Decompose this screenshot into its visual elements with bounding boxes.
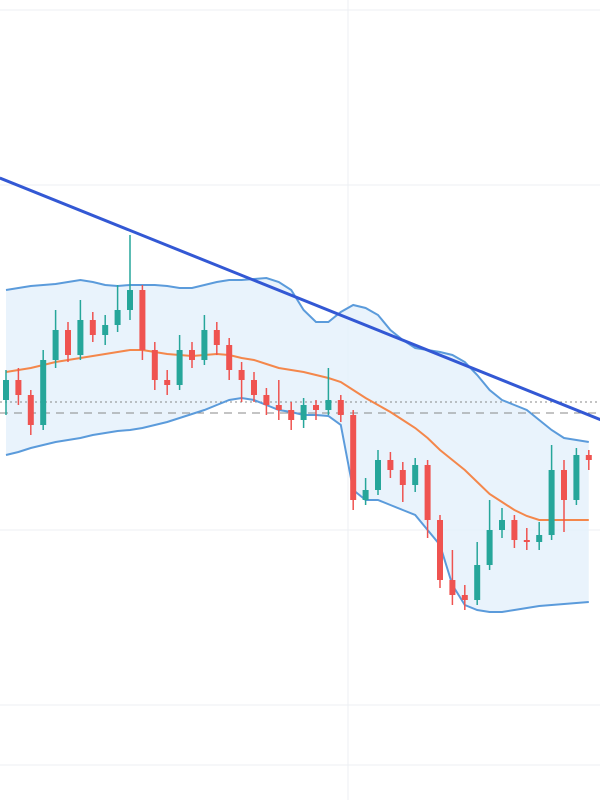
candle-body	[275, 405, 282, 410]
candle-body	[350, 415, 357, 500]
candle-body	[201, 330, 208, 360]
candle-body	[486, 530, 493, 565]
candle-body	[114, 310, 121, 325]
band-middle	[5, 349, 589, 521]
candle-body	[15, 380, 22, 395]
candle-body	[164, 380, 171, 385]
candle-body	[127, 290, 133, 310]
candle-body	[176, 350, 183, 385]
candle-body	[189, 350, 195, 360]
candle-body	[226, 345, 233, 370]
candle-body	[437, 520, 443, 580]
candle-body	[288, 410, 295, 420]
candle-body	[585, 455, 592, 460]
candle-body	[213, 330, 220, 345]
candle-body	[238, 370, 245, 380]
candle-body	[399, 470, 406, 485]
candle-body	[511, 520, 518, 540]
candle-body	[313, 405, 319, 410]
candle-body	[263, 395, 270, 405]
candle-body	[89, 320, 96, 335]
band-fill	[6, 278, 589, 612]
candle-body	[3, 380, 9, 400]
candle-body	[65, 330, 71, 355]
trendline	[0, 176, 600, 422]
candle-body	[424, 465, 431, 520]
candle-body	[449, 580, 456, 595]
candle-body	[548, 470, 555, 535]
band-upper	[5, 276, 589, 443]
candle-body	[300, 405, 307, 420]
candle-body	[151, 350, 158, 380]
candle-body	[375, 460, 381, 490]
candle-body	[499, 520, 505, 530]
candle-body	[573, 455, 580, 500]
candle-body	[102, 325, 109, 335]
candle-body	[387, 460, 394, 470]
candle-body	[412, 465, 419, 485]
candle-body	[77, 320, 84, 355]
candle-body	[337, 400, 344, 415]
candle-body	[139, 290, 146, 350]
candle-body	[52, 330, 59, 360]
candle-body	[325, 400, 332, 410]
candle-body	[561, 470, 567, 500]
candle-body	[251, 380, 257, 395]
candle-body	[523, 540, 530, 542]
band-lower	[5, 396, 589, 613]
candle-body	[474, 565, 481, 600]
candle-body	[27, 395, 34, 425]
candle-body	[461, 595, 468, 600]
candle-body	[362, 490, 369, 500]
candle-body	[40, 360, 47, 425]
candle-body	[536, 535, 543, 542]
